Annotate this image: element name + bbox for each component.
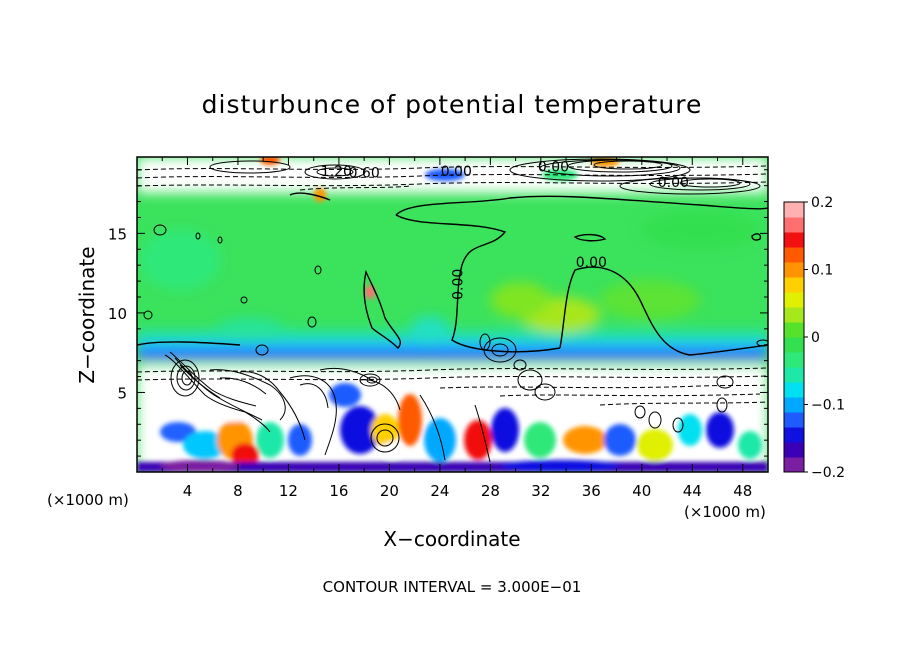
contour-label: 1.20 bbox=[321, 164, 352, 180]
contour-labels: 0.00 1.200.60 0.00 0.00 0.00 0.00 bbox=[321, 159, 689, 300]
colorbar-swatch bbox=[784, 337, 804, 353]
y-axis: 5 10 15 bbox=[108, 169, 768, 457]
colorbar-swatch bbox=[784, 232, 804, 248]
contour-label: 0.00 bbox=[658, 175, 689, 191]
contour-label: 0.00 bbox=[441, 164, 472, 180]
colorbar-swatch bbox=[784, 202, 804, 218]
colorbar-swatch bbox=[784, 427, 804, 443]
colorbar-swatch bbox=[784, 382, 804, 398]
colorbar-tick-label: −0.1 bbox=[811, 398, 845, 414]
colorbar bbox=[784, 202, 804, 473]
x-tick-label: 8 bbox=[233, 482, 243, 500]
x-tick-label: 4 bbox=[183, 482, 193, 500]
contour-label: 0.00 bbox=[451, 269, 467, 300]
colorbar-swatch bbox=[784, 307, 804, 323]
upper-positive-contours bbox=[209, 158, 761, 195]
x-axis-label: X−coordinate bbox=[383, 527, 520, 551]
z-unit-label: (×1000 m) bbox=[47, 491, 129, 509]
x-tick-label: 20 bbox=[380, 482, 399, 500]
plot-area bbox=[137, 157, 768, 472]
colorbar-tick-label: 0 bbox=[811, 330, 820, 346]
colorbar-swatch bbox=[784, 247, 804, 263]
colorbar-swatch bbox=[784, 367, 804, 383]
colorbar-swatch bbox=[784, 442, 804, 458]
y-tick-label: 15 bbox=[108, 225, 127, 243]
colorbar-swatch bbox=[784, 292, 804, 308]
colorbar-swatch bbox=[784, 262, 804, 278]
x-tick-label: 48 bbox=[733, 482, 752, 500]
contour-label: 0.60 bbox=[349, 166, 380, 182]
colorbar-swatch bbox=[784, 277, 804, 293]
x-tick-label: 12 bbox=[279, 482, 298, 500]
x-tick-label: 40 bbox=[632, 482, 651, 500]
contour-label: 0.00 bbox=[576, 255, 607, 271]
x-tick-label: 36 bbox=[582, 482, 601, 500]
x-tick-label: 24 bbox=[430, 482, 449, 500]
colorbar-swatch bbox=[784, 322, 804, 338]
y-tick-label: 5 bbox=[117, 384, 127, 402]
y-axis-label: Z−coordinate bbox=[75, 246, 99, 383]
x-tick-label: 32 bbox=[531, 482, 550, 500]
lower-positive-contours bbox=[143, 224, 768, 463]
colorbar-tick-label: 0.1 bbox=[811, 263, 833, 279]
plot-frame bbox=[136, 156, 769, 473]
colorbar-swatch bbox=[784, 412, 804, 428]
colorbar-swatch bbox=[784, 457, 804, 473]
x-tick-label: 44 bbox=[683, 482, 702, 500]
negative-contours bbox=[137, 165, 768, 406]
x-axis: 4 8 12 16 20 24 28 32 36 40 44 48 bbox=[161, 157, 752, 500]
colorbar-tick-label: 0.2 bbox=[811, 195, 833, 211]
colorbar-labels: 0.2 0.1 0 −0.1 −0.2 bbox=[804, 195, 845, 481]
colorbar-tick-label: −0.2 bbox=[811, 465, 845, 481]
zero-contours bbox=[137, 192, 768, 356]
colorbar-swatch bbox=[784, 217, 804, 233]
colorbar-swatch bbox=[784, 397, 804, 413]
x-unit-label: (×1000 m) bbox=[684, 503, 766, 521]
colorbar-swatch bbox=[784, 352, 804, 368]
y-tick-label: 10 bbox=[108, 305, 127, 323]
contour-label: 0.00 bbox=[538, 159, 569, 175]
contour-interval-note: CONTOUR INTERVAL = 3.000E−01 bbox=[323, 578, 582, 596]
x-tick-label: 16 bbox=[329, 482, 348, 500]
chart-title: disturbunce of potential temperature bbox=[202, 90, 703, 119]
x-tick-label: 28 bbox=[481, 482, 500, 500]
